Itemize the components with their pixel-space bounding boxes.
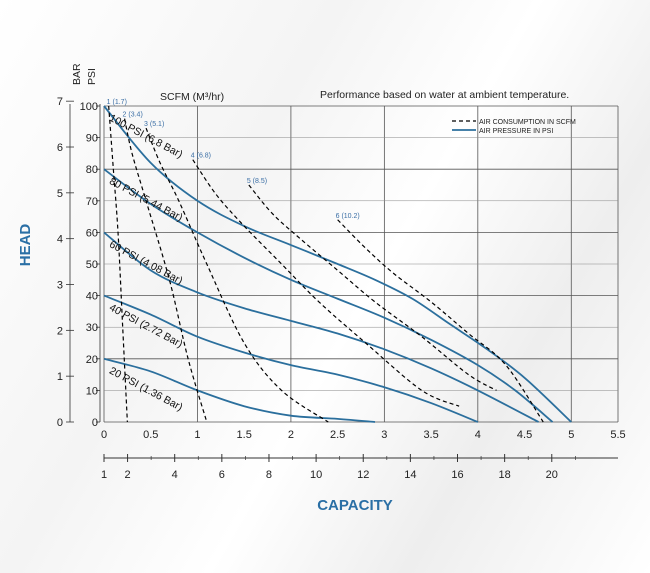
air-consumption-curve-0 (108, 105, 128, 423)
psi-axis-label: PSI (86, 68, 98, 85)
grid (103, 105, 619, 423)
m3hr-axis-ticks: 1 2 4 6 8 10 12 14 16 18 20 (101, 454, 618, 481)
bar-axis-ticks: 0 1 2 3 4 5 6 7 (57, 96, 74, 429)
m3hr-tick-label: 1 (101, 469, 107, 481)
chart-note: Performance based on water at ambient te… (320, 89, 569, 101)
psi-tick-label: 70 (86, 196, 98, 208)
gpm-tick-label: 5 (568, 429, 574, 441)
bar-axis-label: BAR (71, 63, 83, 85)
psi-axis-ticks: 0 10 20 30 40 50 60 70 80 90 100 (80, 101, 101, 429)
legend-air-consumption-label: AIR CONSUMPTION IN SCFM (479, 119, 576, 126)
air-consumption-label: 3 (5.1) (144, 121, 164, 128)
m3hr-tick-label: 14 (404, 469, 416, 481)
y-axis-title: HEAD (17, 224, 34, 267)
air-consumption-curve-1 (123, 118, 208, 423)
air-consumption-curve-3 (192, 159, 460, 407)
psi-tick-label: 40 (86, 291, 98, 303)
bar-tick-label: 0 (57, 417, 63, 429)
psi-tick-label: 100 (80, 101, 98, 113)
psi-tick-label: 50 (86, 259, 98, 271)
m3hr-tick-label: 12 (357, 469, 369, 481)
m3hr-tick-label: 6 (219, 469, 225, 481)
air-consumption-label: 2 (3.4) (123, 112, 143, 119)
air-consumption-curves: 1 (1.7) 2 (3.4)3 (5.1) 4 (6.8) 5 (8.5) 6 (10… (107, 99, 544, 423)
gpm-tick-label: 0.5 (143, 429, 158, 441)
bar-tick-label: 7 (57, 96, 63, 108)
m3hr-tick-label: 16 (451, 469, 463, 481)
scfm-label: SCFM (M³/hr) (160, 91, 224, 103)
gpm-tick-label: 1.5 (237, 429, 252, 441)
psi-tick-label: 80 (86, 164, 98, 176)
legend: AIR CONSUMPTION IN SCFM AIR PRESSURE IN … (452, 119, 576, 135)
air-consumption-label: 4 (6.8) (191, 153, 211, 160)
gpm-tick-label: 2.5 (330, 429, 345, 441)
bar-tick-label: 5 (57, 188, 63, 200)
m3hr-tick-label: 10 (310, 469, 322, 481)
psi-tick-label: 20 (86, 354, 98, 366)
gpm-tick-label: 4 (475, 429, 481, 441)
air-consumption-label: 6 (10.2) (336, 213, 360, 220)
pressure-curve-3 (103, 294, 479, 423)
m3hr-tick-label: 8 (266, 469, 272, 481)
pressure-curve-4 (103, 357, 376, 423)
air-consumption-curve-5 (337, 219, 544, 423)
x-axis-title: CAPACITY (317, 497, 393, 514)
air-consumption-label: 1 (1.7) (107, 99, 127, 106)
psi-tick-label: 0 (92, 417, 98, 429)
gpm-tick-label: 4.5 (517, 429, 532, 441)
pressure-curve-label: 100 PSI (6.8 Bar) (107, 112, 184, 161)
gpm-tick-label: 3.5 (423, 429, 438, 441)
pressure-curve-label: 20 PSI (1.36 Bar) (107, 365, 184, 414)
air-consumption-label: 5 (8.5) (247, 178, 267, 185)
legend-air-pressure-label: AIR PRESSURE IN PSI (479, 128, 553, 135)
m3hr-tick-label: 18 (499, 469, 511, 481)
m3hr-tick-label: 2 (125, 469, 131, 481)
air-consumption-curve-4 (248, 184, 497, 391)
psi-tick-label: 10 (86, 385, 98, 397)
bar-tick-label: 6 (57, 142, 63, 154)
psi-tick-label: 30 (86, 322, 98, 334)
pressure-curve-2 (103, 231, 539, 423)
pressure-curve-1 (103, 168, 554, 423)
bar-tick-label: 4 (57, 234, 63, 246)
bar-tick-label: 1 (57, 371, 63, 383)
pressure-curve-0 (103, 105, 572, 423)
bar-tick-label: 2 (57, 325, 63, 337)
gpm-tick-label: 5.5 (610, 429, 625, 441)
psi-tick-label: 90 (86, 133, 98, 145)
m3hr-tick-label: 20 (546, 469, 558, 481)
gpm-tick-label: 2 (288, 429, 294, 441)
gpm-axis-ticks: 0 0.5 1 1.5 2 2.5 3 3.5 4 4.5 5 5.5 (101, 429, 626, 441)
psi-tick-label: 60 (86, 227, 98, 239)
gpm-tick-label: 0 (101, 429, 107, 441)
air-consumption-curve-2 (145, 127, 329, 423)
gpm-tick-label: 1 (194, 429, 200, 441)
bar-tick-label: 3 (57, 280, 63, 292)
gpm-tick-label: 3 (381, 429, 387, 441)
m3hr-tick-label: 4 (172, 469, 178, 481)
